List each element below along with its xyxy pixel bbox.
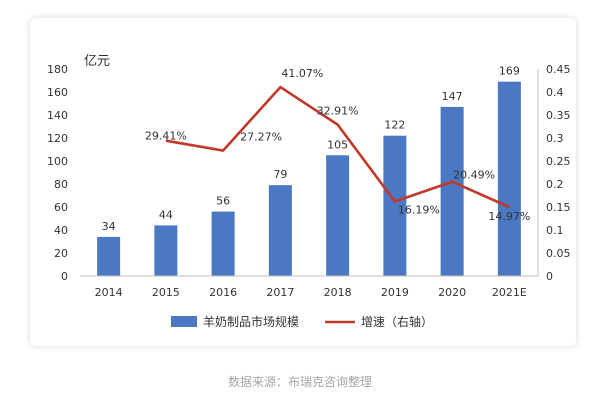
- right-tick-label: 0.3: [546, 132, 564, 145]
- right-axis: 0 0.05 0.1 0.15 0.2 0.25 0.3 0.35 0.4 0.45: [537, 63, 571, 283]
- x-tick-label: 2019: [381, 286, 409, 299]
- right-tick-label: 0.15: [546, 201, 571, 214]
- growth-label-2017: 41.07%: [281, 67, 323, 80]
- right-tick-label: 0.2: [546, 178, 564, 191]
- growth-value-labels: 29.41% 27.27% 41.07% 32.91% 16.19% 20.49% 14.9…: [145, 67, 530, 223]
- left-tick-label: 60: [54, 201, 68, 214]
- left-tick-label: 80: [54, 178, 68, 191]
- left-tick-label: 0: [61, 270, 68, 283]
- right-tick-label: 0.45: [546, 63, 571, 76]
- left-tick-label: 40: [54, 224, 68, 237]
- left-tick-label: 180: [47, 63, 68, 76]
- growth-label-2021E: 14.97%: [488, 210, 530, 223]
- left-axis-unit: 亿元: [84, 54, 110, 69]
- growth-line: [165, 85, 510, 209]
- legend-bar-swatch: [171, 316, 197, 327]
- x-tick-label: 2017: [266, 286, 294, 299]
- bar-2016: [211, 211, 235, 276]
- growth-label-2018: 32.91%: [317, 105, 359, 118]
- left-tick-label: 100: [47, 155, 68, 168]
- legend-bar-label: 羊奶制品市场规模: [203, 314, 299, 329]
- bar-label-2021E: 169: [499, 65, 520, 78]
- left-tick-label: 140: [47, 109, 68, 122]
- growth-label-2016: 27.27%: [240, 131, 282, 144]
- growth-line-series: [165, 85, 510, 209]
- x-tick-label: 2020: [438, 286, 466, 299]
- x-axis: 2014 2015 2016 2017 2018 2019 2020 2021E: [80, 275, 538, 299]
- bar-value-labels: 34 44 56 79 105 122 147 169: [102, 65, 520, 233]
- left-tick-label: 120: [47, 132, 68, 145]
- x-tick-label: 2014: [95, 286, 123, 299]
- legend-line-label: 增速（右轴）: [361, 314, 433, 329]
- right-tick-label: 0: [546, 270, 553, 283]
- bar-label-2019: 122: [384, 119, 405, 132]
- right-tick-label: 0.25: [546, 155, 571, 168]
- legend: 羊奶制品市场规模 增速（右轴）: [171, 314, 433, 329]
- growth-label-2019: 16.19%: [398, 204, 440, 217]
- left-axis: 0 20 40 60 80 100 120 140 160 180: [47, 63, 68, 283]
- bar-2020: [440, 106, 464, 276]
- x-tick-label: 2015: [152, 286, 180, 299]
- bar-2014: [97, 236, 121, 276]
- growth-label-2020: 20.49%: [453, 169, 495, 182]
- bar-label-2020: 147: [442, 90, 463, 103]
- bar-label-2015: 44: [159, 208, 173, 221]
- bar-2017: [268, 185, 292, 276]
- bar-label-2017: 79: [273, 168, 287, 181]
- right-tick-label: 0.05: [546, 247, 571, 260]
- chart-card: 亿元 0 20 40 60 80 100 120 140 160 180 0 0.05 0.1 0.15…: [30, 18, 576, 346]
- right-tick-label: 0.35: [546, 109, 571, 122]
- bar-2019: [383, 135, 407, 276]
- bar-label-2018: 105: [327, 138, 348, 151]
- bar-2021E: [497, 81, 521, 277]
- right-tick-label: 0.4: [546, 86, 564, 99]
- x-tick-label: 2021E: [492, 286, 527, 299]
- left-tick-label: 20: [54, 247, 68, 260]
- source-note: 数据来源：布瑞克咨询整理: [227, 375, 372, 389]
- x-tick-label: 2018: [324, 286, 352, 299]
- right-tick-label: 0.1: [546, 224, 564, 237]
- combo-chart: 亿元 0 20 40 60 80 100 120 140 160 180 0 0.05 0.1 0.15…: [47, 54, 571, 329]
- x-tick-label: 2016: [209, 286, 237, 299]
- growth-label-2015: 29.41%: [145, 130, 187, 143]
- left-tick-label: 160: [47, 86, 68, 99]
- bar-series: [97, 81, 521, 277]
- bar-label-2016: 56: [216, 195, 230, 208]
- bar-2018: [326, 155, 350, 276]
- bar-label-2014: 34: [102, 220, 116, 233]
- bar-2015: [154, 225, 178, 276]
